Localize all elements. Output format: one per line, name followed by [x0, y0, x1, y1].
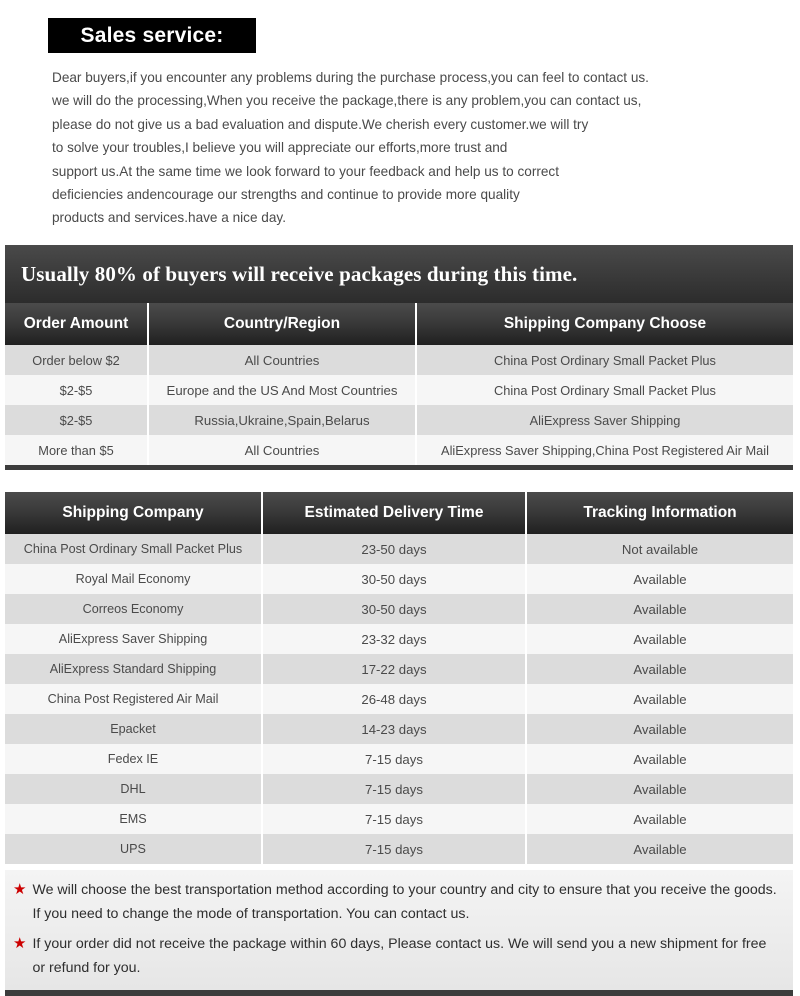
- cell-tracking-information: Available: [525, 564, 793, 594]
- cell-delivery-time: 30-50 days: [261, 594, 525, 624]
- cell-shipping-company: AliExpress Saver Shipping: [5, 624, 261, 654]
- column-header-shipping-company-choose: Shipping Company Choose: [415, 303, 793, 345]
- note-item: ★ We will choose the best transportation…: [13, 878, 781, 926]
- note-text: If your order did not receive the packag…: [32, 936, 767, 976]
- shipping-policy-title: Usually 80% of buyers will receive packa…: [5, 245, 793, 303]
- cell-delivery-time: 30-50 days: [261, 564, 525, 594]
- cell-order-amount: More than $5: [5, 435, 147, 465]
- cell-country-region: All Countries: [147, 345, 415, 375]
- table-row: EMS 7-15 days Available: [5, 804, 793, 834]
- cell-delivery-time: 7-15 days: [261, 744, 525, 774]
- cell-delivery-time: 7-15 days: [261, 774, 525, 804]
- table-row: Epacket 14-23 days Available: [5, 714, 793, 744]
- cell-shipping-company: EMS: [5, 804, 261, 834]
- cell-shipping-company: UPS: [5, 834, 261, 864]
- column-header-tracking-information: Tracking Information: [525, 492, 793, 534]
- cell-shipping-company: DHL: [5, 774, 261, 804]
- cell-country-region: Europe and the US And Most Countries: [147, 375, 415, 405]
- table-row: $2-$5 Europe and the US And Most Countri…: [5, 375, 793, 405]
- column-header-order-amount: Order Amount: [23, 315, 129, 332]
- table-row: AliExpress Saver Shipping 23-32 days Ava…: [5, 624, 793, 654]
- shipping-policy-table: Usually 80% of buyers will receive packa…: [5, 245, 793, 470]
- cell-shipping-company: AliExpress Saver Shipping,China Post Reg…: [415, 435, 793, 465]
- shipping-notes-section: ★ We will choose the best transportation…: [5, 870, 793, 996]
- cell-order-amount: Order below $2: [5, 345, 147, 375]
- cell-tracking-information: Available: [525, 624, 793, 654]
- delivery-times-header-row: Shipping Company Estimated Delivery Time…: [5, 492, 793, 534]
- cell-shipping-company: Royal Mail Economy: [5, 564, 261, 594]
- cell-shipping-company: Correos Economy: [5, 594, 261, 624]
- table-row: Fedex IE 7-15 days Available: [5, 744, 793, 774]
- table-row: AliExpress Standard Shipping 17-22 days …: [5, 654, 793, 684]
- delivery-times-table: Shipping Company Estimated Delivery Time…: [5, 492, 793, 864]
- cell-tracking-information: Available: [525, 774, 793, 804]
- cell-order-amount: $2-$5: [5, 405, 147, 435]
- cell-shipping-company: Epacket: [5, 714, 261, 744]
- cell-tracking-information: Available: [525, 684, 793, 714]
- sales-paragraph-line: to solve your troubles,I believe you wil…: [52, 140, 508, 156]
- sales-paragraph-line: please do not give us a bad evaluation a…: [52, 116, 589, 132]
- cell-delivery-time: 26-48 days: [261, 684, 525, 714]
- table-row: UPS 7-15 days Available: [5, 834, 793, 864]
- cell-tracking-information: Not available: [525, 534, 793, 564]
- star-icon: ★: [13, 881, 27, 898]
- table-row: $2-$5 Russia,Ukraine,Spain,Belarus AliEx…: [5, 405, 793, 435]
- column-header-estimated-delivery-time: Estimated Delivery Time: [261, 492, 525, 534]
- table-row: China Post Registered Air Mail 26-48 day…: [5, 684, 793, 714]
- table-row: DHL 7-15 days Available: [5, 774, 793, 804]
- sales-paragraph-line: Dear buyers,if you encounter any problem…: [52, 70, 649, 85]
- table-row: Order below $2 All Countries China Post …: [5, 345, 793, 375]
- cell-shipping-company: Fedex IE: [5, 744, 261, 774]
- cell-country-region: All Countries: [147, 435, 415, 465]
- cell-order-amount: $2-$5: [5, 375, 147, 405]
- cell-shipping-company: China Post Ordinary Small Packet Plus: [5, 534, 261, 564]
- note-text: We will choose the best transportation m…: [32, 882, 777, 922]
- cell-delivery-time: 23-50 days: [261, 534, 525, 564]
- cell-shipping-company: AliExpress Standard Shipping: [5, 654, 261, 684]
- sales-paragraph-line: support us.At the same time we look forw…: [52, 163, 560, 179]
- note-item: ★ If your order did not receive the pack…: [13, 932, 781, 980]
- cell-tracking-information: Available: [525, 744, 793, 774]
- cell-shipping-company: AliExpress Saver Shipping: [415, 405, 793, 435]
- shipping-policy-header-row: Order Amount Country/Region Shipping Com…: [5, 303, 793, 345]
- cell-shipping-company: China Post Ordinary Small Packet Plus: [415, 375, 793, 405]
- sales-paragraph-line: we will do the processing,When you recei…: [52, 93, 642, 109]
- cell-tracking-information: Available: [525, 594, 793, 624]
- table-row: More than $5 All Countries AliExpress Sa…: [5, 435, 793, 465]
- cell-delivery-time: 14-23 days: [261, 714, 525, 744]
- table-row: Royal Mail Economy 30-50 days Available: [5, 564, 793, 594]
- cell-delivery-time: 7-15 days: [261, 804, 525, 834]
- cell-delivery-time: 23-32 days: [261, 624, 525, 654]
- cell-delivery-time: 7-15 days: [261, 834, 525, 864]
- cell-shipping-company: China Post Registered Air Mail: [5, 684, 261, 714]
- cell-tracking-information: Available: [525, 714, 793, 744]
- star-icon: ★: [13, 935, 27, 952]
- column-header-shipping-company: Shipping Company: [62, 504, 204, 521]
- sales-paragraph-line: deficiencies andencourage our strengths …: [52, 187, 520, 203]
- cell-tracking-information: Available: [525, 834, 793, 864]
- table-row: China Post Ordinary Small Packet Plus 23…: [5, 534, 793, 564]
- sales-paragraph-line: products and services.have a nice day.: [52, 210, 286, 226]
- cell-delivery-time: 17-22 days: [261, 654, 525, 684]
- sales-service-banner: Sales service:: [48, 18, 256, 53]
- column-header-country-region: Country/Region: [147, 303, 415, 345]
- sales-service-paragraph: Dear buyers,if you encounter any problem…: [52, 66, 776, 230]
- table-row: Correos Economy 30-50 days Available: [5, 594, 793, 624]
- cell-tracking-information: Available: [525, 804, 793, 834]
- cell-country-region: Russia,Ukraine,Spain,Belarus: [147, 405, 415, 435]
- cell-shipping-company: China Post Ordinary Small Packet Plus: [415, 345, 793, 375]
- cell-tracking-information: Available: [525, 654, 793, 684]
